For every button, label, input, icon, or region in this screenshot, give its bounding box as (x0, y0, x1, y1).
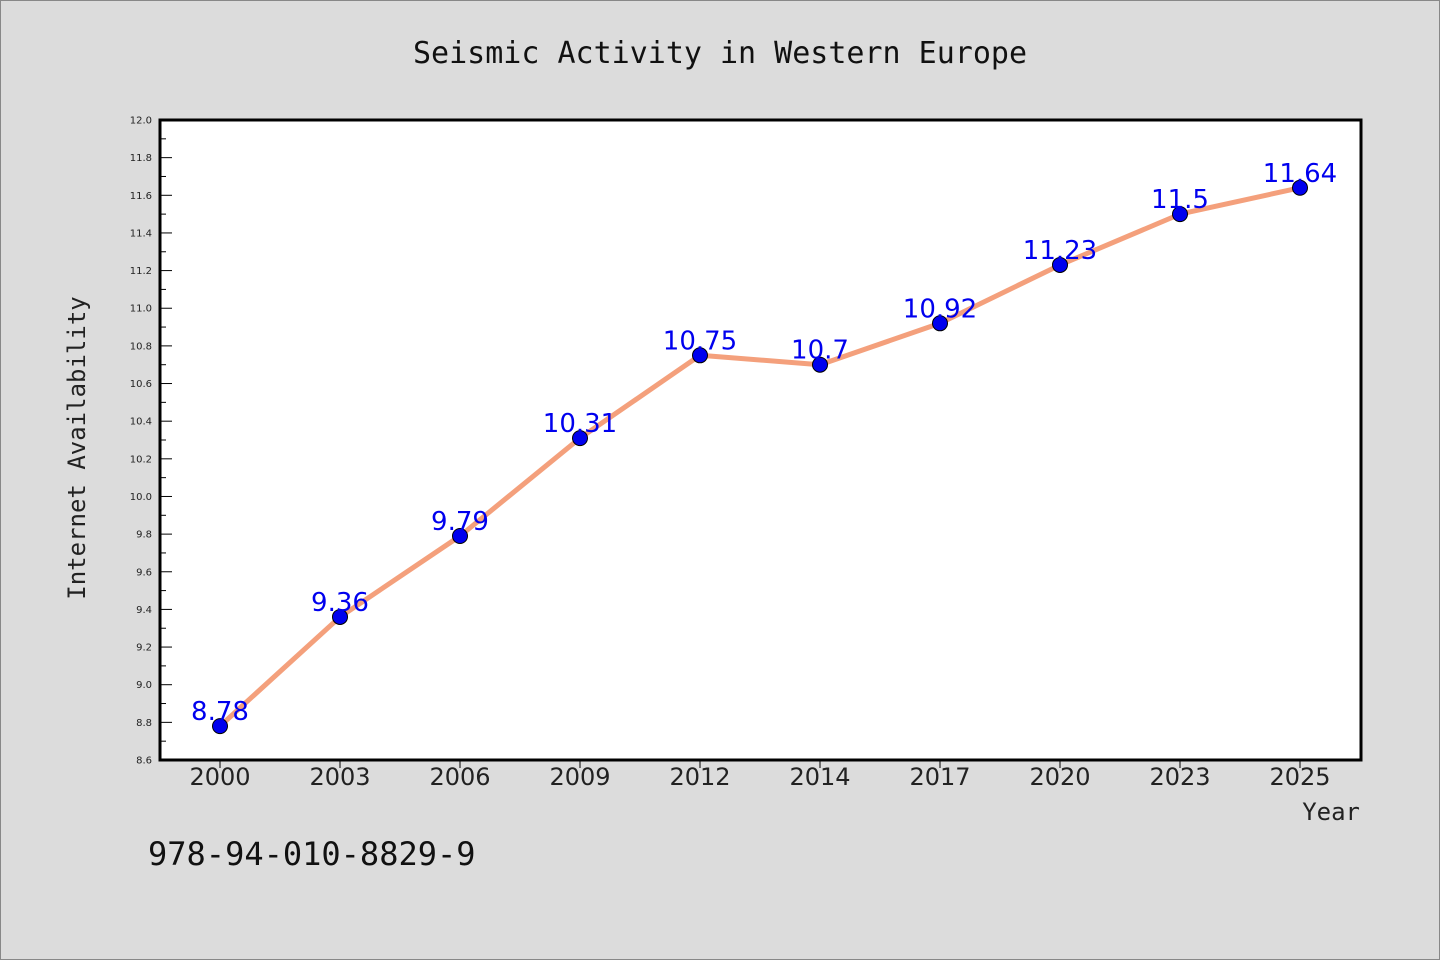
y-tick-label: 11.2 (130, 266, 152, 277)
y-tick-label: 9.8 (136, 530, 152, 541)
data-point (1172, 206, 1188, 223)
data-label: 8.78 (191, 697, 249, 727)
x-tick-label: 2017 (909, 763, 970, 791)
x-tick-label: 2009 (549, 763, 610, 791)
y-axis: 8.6 8.8 9.0 9.2 9.4 9.6 9.8 10.0 10.2 10.4 10.6 10.… (130, 116, 172, 767)
x-axis-label: Year (1302, 798, 1360, 826)
y-tick-label: 10.8 (130, 341, 152, 352)
x-tick-label: 2012 (669, 763, 730, 791)
y-tick-label: 9.0 (136, 680, 152, 691)
y-tick-label: 11.0 (130, 304, 152, 315)
y-tick-label: 11.8 (130, 153, 152, 164)
y-tick-label: 9.4 (136, 605, 152, 616)
data-point (1292, 179, 1308, 196)
series-layer: 8.78 9.36 9.79 10.31 10.75 10.7 10.92 11.23 11.5… (191, 159, 1337, 735)
data-label: 10.7 (791, 336, 849, 366)
data-label: 10.92 (903, 294, 977, 324)
data-point (1052, 256, 1068, 273)
x-tick-label: 2003 (309, 763, 370, 791)
data-point (452, 528, 468, 544)
x-tick-label: 2006 (429, 763, 490, 791)
y-tick-label: 8.8 (136, 718, 152, 729)
y-tick-label: 11.4 (130, 228, 152, 239)
y-tick-label: 10.2 (130, 454, 152, 465)
y-tick-label: 10.0 (130, 492, 152, 503)
data-label: 11.23 (1023, 236, 1097, 266)
data-label: 11.5 (1151, 185, 1209, 215)
y-tick-label: 12.0 (130, 116, 152, 127)
y-tick-label: 10.4 (130, 417, 152, 428)
chart-title: Seismic Activity in Western Europe (413, 36, 1027, 71)
series-line (217, 185, 1303, 729)
data-point (212, 718, 228, 735)
x-tick-label: 2000 (189, 763, 250, 791)
data-point (932, 315, 948, 332)
data-label: 9.79 (431, 507, 489, 537)
x-tick-label: 2014 (789, 763, 850, 791)
data-label: 11.64 (1263, 159, 1337, 189)
data-label: 10.31 (543, 409, 617, 439)
y-tick-label: 8.6 (136, 756, 152, 767)
data-point (812, 356, 828, 373)
data-point (572, 430, 588, 447)
y-tick-label: 11.6 (130, 191, 152, 202)
x-tick-label: 2020 (1029, 763, 1090, 791)
data-point (692, 347, 708, 364)
isbn-text: 978-94-010-8829-9 (148, 835, 476, 873)
x-axis: 2000 2003 2006 2009 2012 2014 2017 2020 2023 2025 (189, 760, 1331, 791)
plot-area (158, 118, 1363, 762)
data-point (332, 608, 348, 625)
x-tick-label: 2025 (1269, 763, 1330, 791)
y-axis-label: Internet Availability (63, 296, 91, 599)
y-tick-label: 10.6 (130, 379, 152, 390)
y-tick-label: 9.2 (136, 643, 152, 654)
data-label: 9.36 (311, 588, 369, 618)
y-tick-label: 9.6 (136, 567, 152, 578)
data-label: 10.75 (663, 326, 737, 356)
x-tick-label: 2023 (1149, 763, 1210, 791)
